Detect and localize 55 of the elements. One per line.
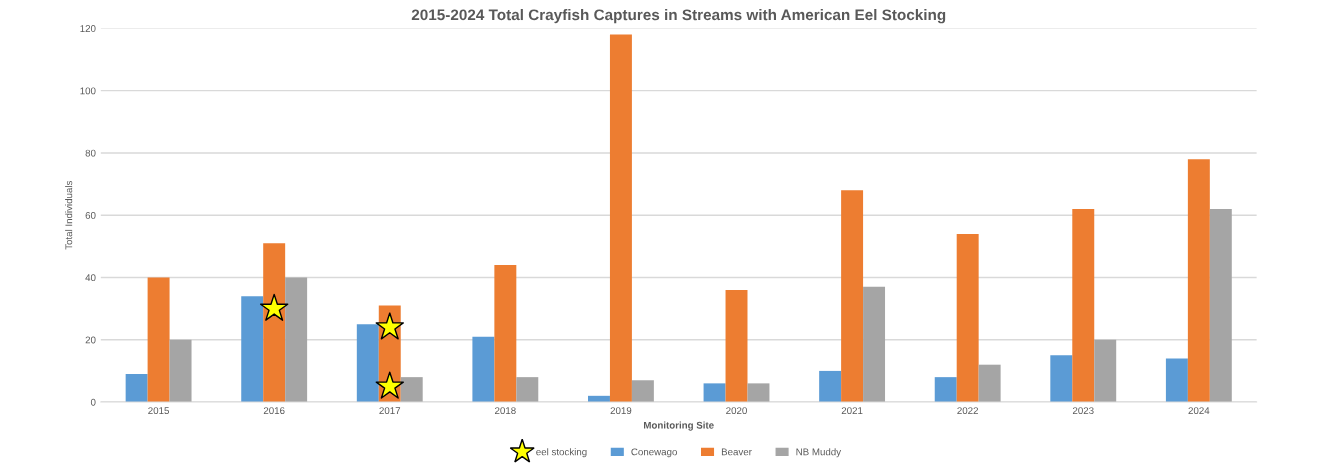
x-tick-label: 2015 — [148, 407, 169, 415]
legend-label: NB Muddy — [796, 448, 842, 458]
y-tick-label: 80 — [85, 149, 96, 157]
legend-label: Conewago — [631, 448, 677, 458]
x-tick-label: 2022 — [957, 407, 979, 415]
x-tick-label: 2017 — [379, 407, 401, 415]
y-tick-label: 40 — [85, 274, 96, 282]
bar — [472, 336, 495, 403]
bar — [1209, 208, 1232, 403]
y-tick-label: 20 — [85, 336, 96, 344]
x-axis-title: Monitoring Site — [644, 421, 714, 431]
bar — [285, 277, 308, 403]
y-tick-label: 60 — [85, 211, 96, 219]
bar — [863, 286, 886, 403]
bar — [1050, 355, 1073, 403]
bar — [956, 233, 979, 403]
y-tick-label: 100 — [80, 87, 96, 95]
x-tick-label: 2019 — [610, 407, 632, 415]
bar — [725, 289, 748, 403]
bar — [747, 383, 770, 403]
bar — [147, 277, 170, 403]
point — [259, 293, 289, 321]
point — [375, 371, 404, 399]
bar — [819, 370, 842, 403]
bar — [263, 243, 286, 403]
bar — [241, 296, 264, 403]
bar — [516, 377, 539, 403]
bar — [631, 380, 654, 403]
x-tick-label: 2020 — [726, 407, 747, 415]
x-tick-label: 2024 — [1188, 407, 1210, 415]
bar — [841, 190, 864, 403]
bar — [978, 364, 1001, 403]
bar — [703, 383, 726, 403]
y-tick-label: 0 — [90, 398, 96, 406]
bar — [169, 339, 192, 403]
x-tick-label: 2016 — [263, 407, 285, 415]
y-tick-label: 120 — [80, 25, 96, 32]
x-tick-label: 2021 — [841, 407, 863, 415]
y-axis-title: Total Individuals — [65, 180, 73, 250]
bar — [494, 265, 517, 403]
bar — [934, 377, 957, 403]
bar — [356, 324, 379, 403]
bar — [609, 34, 632, 403]
x-tick-label: 2018 — [495, 407, 516, 415]
x-tick-label: 2023 — [1072, 407, 1094, 415]
bar — [1165, 358, 1188, 403]
legend-label: eel stocking — [536, 448, 587, 458]
bar — [125, 374, 148, 403]
chart-title: 2015-2024 Total Crayfish Captures in Streams with American Eel Stocking — [411, 8, 946, 24]
bar — [400, 377, 423, 403]
bar — [1187, 159, 1210, 403]
point — [375, 312, 404, 340]
legend-label: Beaver — [721, 448, 752, 456]
bar — [1072, 208, 1095, 403]
bar — [1094, 339, 1117, 403]
